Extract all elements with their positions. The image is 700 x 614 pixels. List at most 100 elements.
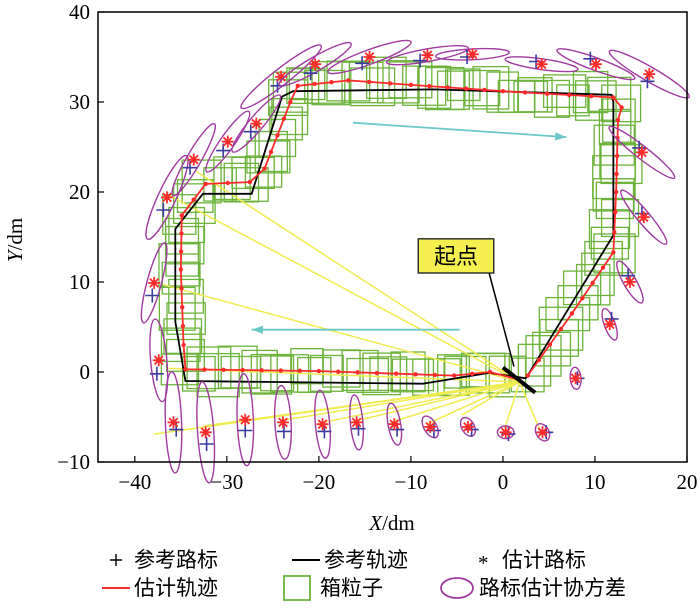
reference-landmark-plus-icon [149,366,164,381]
y-tick-label: −10 [57,450,90,474]
estimated-pose-marker [180,323,186,329]
reference-landmark-plus-icon [243,124,258,139]
box-particle [269,106,303,141]
reference-landmark-plus-icon [303,66,318,81]
landmark [145,154,189,240]
x-tick-label: −20 [302,470,335,494]
box-particle [572,70,609,114]
box-particle [588,209,631,250]
legend-label: 估计轨迹 [134,576,218,600]
x-tick-label: 0 [498,470,509,494]
box-particle [165,243,200,277]
estimated-pose-marker [374,370,380,376]
covariance-ellipse [386,402,403,446]
estimated-pose-marker [614,171,619,177]
box-particle [575,80,617,121]
direction-arrow [251,325,460,334]
estimated-landmark-asterisk-icon [637,211,650,224]
landmark [278,41,352,87]
legend-item: 估计轨迹 [102,576,218,600]
y-tick-label: 40 [69,0,90,24]
estimated-pose-marker [179,231,184,236]
box-particle [575,263,611,306]
estimated-pose-marker [178,267,184,272]
estimated-pose-marker [427,83,432,89]
box-particle [158,243,201,287]
box-particle [532,331,572,367]
estimated-landmark-asterisk-icon [643,68,656,81]
ellipse-icon [440,577,474,599]
box-particle [213,156,251,201]
arrow-shaft [352,121,567,138]
estimated-pose-marker [336,369,341,374]
estimated-landmark-asterisk-icon [569,372,582,385]
legend-item: * 估计路标 [478,548,586,575]
estimated-pose-marker [614,153,620,159]
estimated-pose-marker [221,367,226,373]
covariance-ellipse [231,94,282,153]
estimated-pose-marker [225,180,230,186]
estimated-pose-marker [355,370,360,375]
covariance-ellipse [236,373,255,467]
legend-label: 估计路标 [502,548,586,572]
y-axis-label: Y/dm [3,218,27,262]
landmarks [140,39,690,484]
trajectories [174,78,624,385]
observation-lines [154,169,541,435]
observation-line [280,381,520,422]
covariance-ellipse [145,154,189,240]
estimated-landmark-asterisk-icon [536,426,549,439]
landmark [385,45,469,68]
landmark [231,94,282,153]
box-particle [581,252,615,297]
legend-label: 箱粒子 [320,576,383,600]
observation-line [426,381,520,425]
reference-landmark-plus-icon [413,53,428,68]
estimated-pose-marker [482,87,487,93]
covariance-ellipse [327,39,412,75]
estimated-pose-marker [589,94,594,99]
estimated-pose-marker [615,117,621,123]
estimated-pose-marker [500,89,506,94]
estimated-landmark-asterisk-icon [167,416,180,429]
estimated-pose-marker [288,99,293,105]
covariance-ellipse [171,122,217,197]
estimated-pose-marker [522,90,528,95]
estimated-pose-marker [247,179,253,185]
observation-line [163,283,520,383]
covariance-ellipse [459,416,477,437]
x-tick-label: −30 [210,470,243,494]
estimated-pose-marker [275,133,280,138]
estimated-pose-marker [445,85,450,90]
estimated-landmark-asterisk-icon [187,153,200,166]
y-tick-label: 30 [69,90,90,114]
box-particle [186,346,232,390]
start-label-box [417,238,495,274]
arrow-head-icon [251,325,263,334]
green-box-icon [283,575,311,601]
estimated-pose-marker [432,372,438,378]
landmark [349,394,366,451]
estimated-pose-marker [451,373,457,378]
estimated-pose-marker [202,367,207,372]
box-particle [341,349,379,392]
landmark [534,423,554,442]
observation-line [390,381,520,424]
covariance-ellipse [240,44,323,110]
estimated-landmark-asterisk-icon [466,48,479,61]
observation-line [518,381,541,430]
covariance-ellipse [385,45,469,66]
box-particle [290,347,324,385]
estimated-pose-marker [178,249,184,254]
y-tick-label: 20 [69,180,90,204]
estimated-landmark-asterisk-icon [276,416,289,429]
box-particle [182,355,216,392]
landmark [149,318,169,403]
estimated-pose-marker [469,371,475,376]
legend-label: 参考轨迹 [324,548,408,572]
start-leader-line [488,272,515,367]
covariance-ellipse [349,394,365,451]
observation-line [504,381,521,429]
estimated-pose-marker [611,95,616,100]
estimated-pose-marker [297,368,303,374]
